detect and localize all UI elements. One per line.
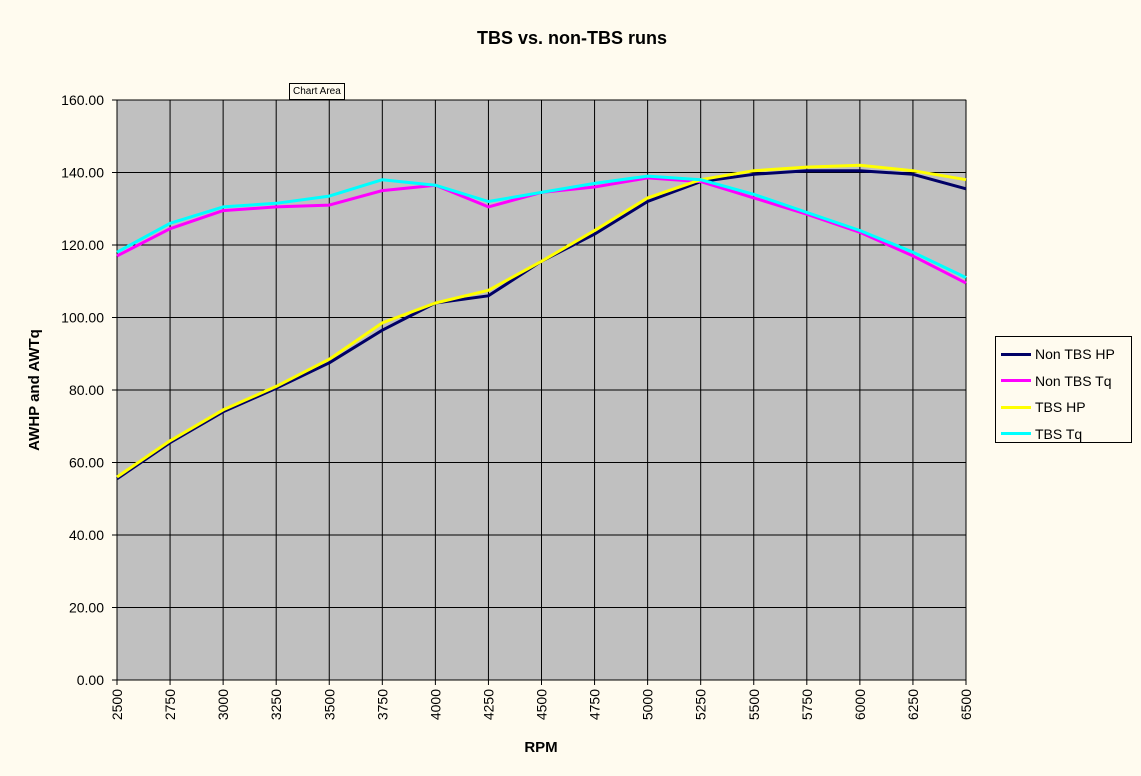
legend-swatch — [1001, 352, 1031, 356]
legend-label: TBS Tq — [1035, 425, 1083, 442]
legend-item[interactable]: TBS Tq — [996, 421, 1131, 448]
x-tick-label: 6000 — [852, 689, 868, 720]
series-line-tbs-hp[interactable] — [116, 163, 967, 479]
y-tick-label: 140.00 — [61, 165, 104, 181]
chart-title: TBS vs. non-TBS runs — [477, 28, 667, 48]
y-tick-labels: 0.00 20.00 40.00 60.00 80.00 100.00 120.00 140.… — [61, 92, 104, 688]
x-tick-label: 4750 — [587, 689, 603, 720]
x-tick-label: 4250 — [480, 689, 496, 720]
y-tick-label: 40.00 — [69, 527, 104, 543]
legend-label: Non TBS HP — [1035, 346, 1115, 363]
y-tick-label: 120.00 — [61, 237, 104, 253]
legend-item[interactable]: Non TBS HP — [996, 341, 1131, 368]
y-tick-label: 60.00 — [69, 455, 104, 471]
x-tick-label: 5750 — [799, 689, 815, 720]
x-tick-label: 2500 — [109, 689, 125, 720]
chart-legend[interactable]: Non TBS HP Non TBS Tq TBS HP TBS Tq — [995, 336, 1132, 443]
legend-label: Non TBS Tq — [1035, 372, 1112, 389]
x-tick-label: 5500 — [746, 689, 762, 720]
x-tick-label: 4000 — [427, 689, 443, 720]
x-tick-label: 3000 — [215, 689, 231, 720]
series-lines — [116, 163, 967, 481]
x-tick-label: 2750 — [162, 689, 178, 720]
series-line-tbs-tq[interactable] — [116, 174, 967, 279]
y-tick-label: 160.00 — [61, 92, 104, 108]
y-tick-label: 0.00 — [77, 672, 104, 688]
x-tick-label: 3250 — [268, 689, 284, 720]
x-tick-label: 4500 — [534, 689, 550, 720]
x-tick-label: 6500 — [958, 689, 974, 720]
legend-swatch — [1001, 405, 1031, 409]
x-tick-label: 5000 — [640, 689, 656, 720]
x-tick-labels: 2500 2750 3000 3250 3500 3750 4000 4250 4500 4750… — [109, 689, 974, 720]
legend-swatch — [1001, 379, 1031, 383]
legend-item[interactable]: TBS HP — [996, 394, 1131, 421]
x-tick-label: 5250 — [693, 689, 709, 720]
legend-label: TBS HP — [1035, 399, 1086, 416]
x-axis-label: RPM — [524, 739, 557, 756]
y-tick-label: 100.00 — [61, 310, 104, 326]
y-tick-label: 80.00 — [69, 382, 104, 398]
y-axis-label: AWHP and AWTq — [26, 329, 43, 451]
legend-item[interactable]: Non TBS Tq — [996, 368, 1131, 395]
chart-area-tooltip: Chart Area — [289, 83, 345, 100]
legend-swatch — [1001, 432, 1031, 436]
x-tick-label: 3500 — [321, 689, 337, 720]
x-tick-label: 6250 — [905, 689, 921, 720]
x-tick-label: 3750 — [374, 689, 390, 720]
y-tick-label: 20.00 — [69, 600, 104, 616]
